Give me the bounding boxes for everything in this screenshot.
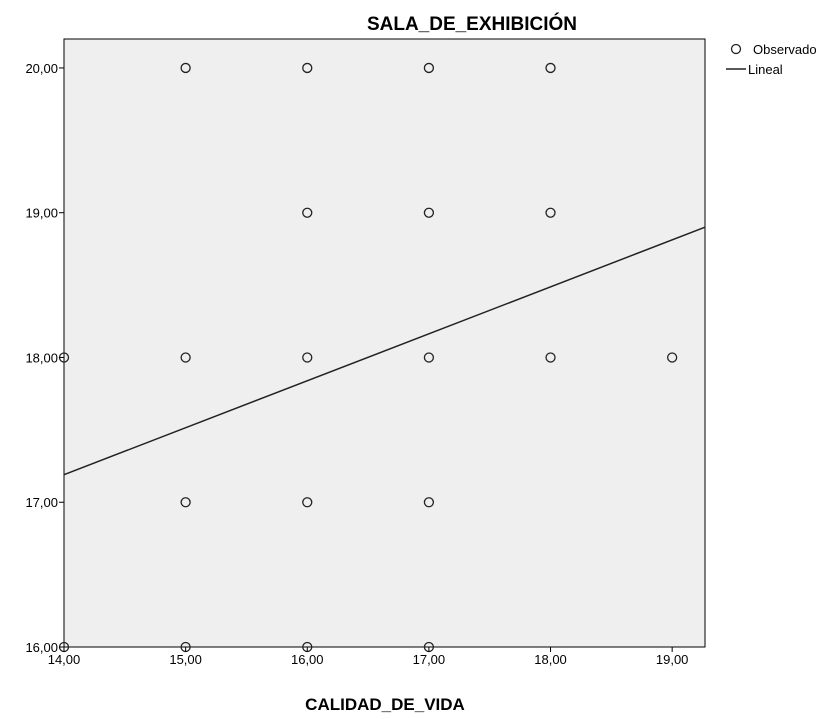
data-point — [302, 352, 313, 363]
linear-fit-line — [63, 226, 706, 476]
x-tick-label: 18,00 — [534, 652, 567, 667]
plot-area — [63, 38, 706, 648]
data-point — [423, 207, 435, 218]
data-point — [545, 62, 556, 74]
x-tick-label: 17,00 — [413, 652, 446, 667]
data-point — [180, 62, 191, 74]
y-tick-label: 20,00 — [25, 61, 58, 76]
y-tick-label: 18,00 — [25, 350, 58, 365]
data-point — [667, 352, 678, 363]
legend-marker-observado — [730, 43, 742, 55]
data-point — [423, 352, 435, 363]
data-point — [545, 352, 556, 363]
x-tick-label: 19,00 — [656, 652, 689, 667]
chart-title: SALA_DE_EXHIBICIÓN — [367, 13, 577, 35]
x-tick-label: 14,00 — [48, 652, 81, 667]
axes — [63, 39, 705, 648]
fit-line-layer — [63, 226, 706, 476]
data-point — [545, 207, 556, 218]
data-point — [302, 62, 313, 74]
x-axis-ticks: 14,00 15,00 16,00 17,00 18,00 19,00 — [48, 647, 689, 667]
x-tick-label: 15,00 — [169, 652, 202, 667]
x-tick-label: 16,00 — [291, 652, 324, 667]
data-point — [302, 207, 313, 218]
legend-label-observado: Observado — [753, 42, 817, 57]
legend: Observado Lineal — [726, 42, 817, 77]
y-tick-label: 17,00 — [25, 495, 58, 510]
y-axis-ticks: 16,00 17,00 18,00 19,00 20,00 — [25, 61, 64, 655]
data-point — [302, 497, 313, 508]
data-point — [180, 352, 191, 363]
data-point — [423, 62, 435, 74]
y-tick-label: 16,00 — [25, 640, 58, 655]
data-point — [180, 497, 191, 508]
y-tick-label: 19,00 — [25, 206, 58, 221]
data-point — [423, 497, 435, 508]
x-axis-title: CALIDAD_DE_VIDA — [305, 695, 465, 714]
legend-label-lineal: Lineal — [748, 62, 783, 77]
